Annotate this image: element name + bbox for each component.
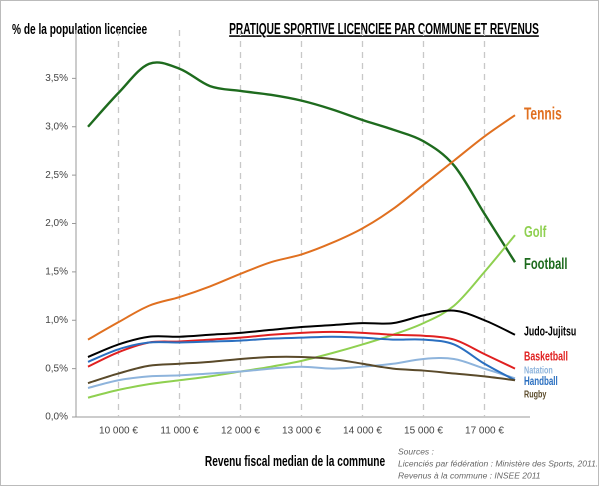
series-label: Basketball <box>524 350 568 364</box>
source: Sources : <box>398 446 435 456</box>
series-line <box>87 335 516 382</box>
series-label: Natation <box>524 364 553 376</box>
x-tick-label: 12 000 € <box>221 426 260 437</box>
x-tick-label: 10 000 € <box>99 426 138 437</box>
x-tick-label: 13 000 € <box>282 426 321 437</box>
series-label: Judo-Jujitsu <box>524 325 576 339</box>
y-tick-label: 3,0% <box>45 121 68 132</box>
series-label: Football <box>524 254 568 273</box>
series-line <box>87 357 516 389</box>
series-line <box>87 355 516 385</box>
chart-title: PRATIQUE SPORTIVE LICENCIEE PAR COMMUNE … <box>229 20 539 38</box>
x-tick-label: 15 000 € <box>404 426 443 437</box>
x-tick-label: 14 000 € <box>343 426 382 437</box>
y-tick-label: 3,5% <box>45 73 68 84</box>
x-tick-label: 17 000 € <box>465 426 504 437</box>
series-line <box>87 61 517 263</box>
y-tick-label: 1,0% <box>45 315 68 326</box>
y-axis-label: % de la population licenciee <box>12 20 147 38</box>
series-line <box>87 234 516 399</box>
y-tick-label: 0,0% <box>45 412 68 423</box>
series-label: Rugby <box>524 388 546 400</box>
series-label: Handball <box>524 376 558 389</box>
y-tick-label: 2,0% <box>45 218 68 229</box>
series-line <box>87 114 516 341</box>
x-axis-label: Revenu fiscal median de la commune <box>205 452 385 470</box>
source: Licenciés par fédération : Ministère des… <box>398 458 598 468</box>
series-line <box>87 309 516 358</box>
source: Revenus à la commune : INSEE 2011 <box>398 470 541 480</box>
series-label: Tennis <box>524 106 562 125</box>
y-tick-label: 0,5% <box>45 363 68 374</box>
y-tick-label: 2,5% <box>45 170 68 181</box>
y-tick-label: 1,5% <box>45 267 68 278</box>
series-label: Golf <box>524 222 547 241</box>
x-tick-label: 11 000 € <box>160 426 199 437</box>
